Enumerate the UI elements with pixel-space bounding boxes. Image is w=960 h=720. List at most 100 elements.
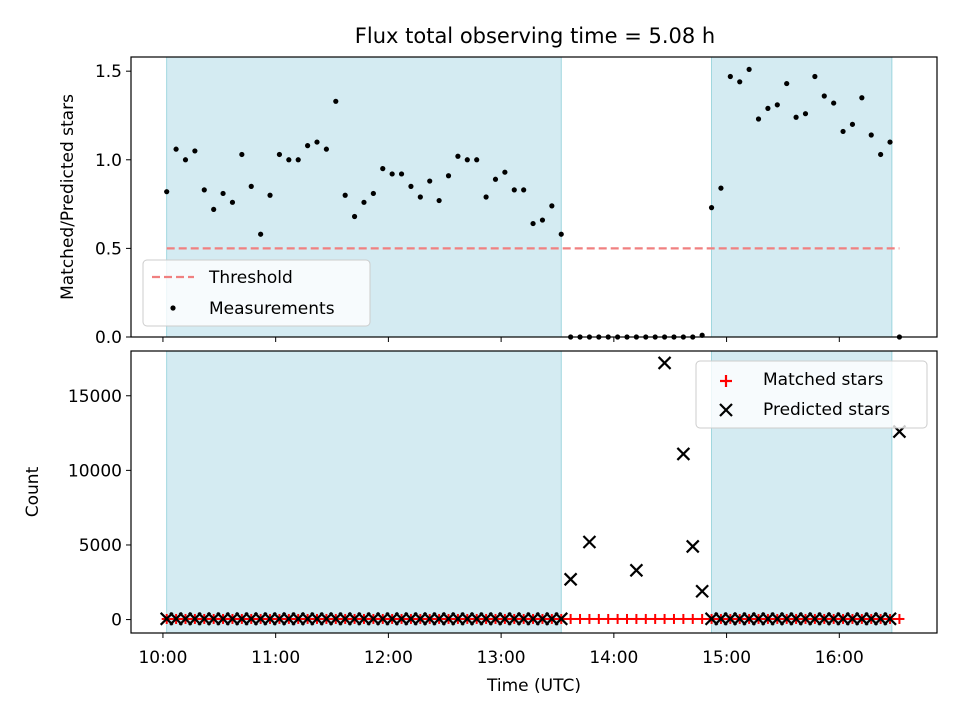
legend-threshold-label: Threshold: [208, 268, 293, 288]
x-tick-label: 10:00: [138, 648, 187, 668]
measurement-point: [727, 73, 733, 80]
bottom-y-axis-label: Count: [23, 466, 43, 517]
measurement-point: [239, 151, 245, 158]
measurement-point: [511, 187, 517, 193]
measurement-point: [793, 114, 799, 120]
predicted-star-marker: [676, 447, 691, 461]
measurement-point: [201, 187, 207, 193]
measurement-point: [267, 192, 273, 198]
measurement-point: [389, 171, 395, 177]
measurement-point: [464, 157, 470, 163]
measurement-point: [248, 183, 254, 189]
measurement-point: [351, 213, 358, 220]
matched-star-marker: [678, 613, 689, 624]
top-y-axis-label: Matched/Predicted stars: [58, 94, 78, 300]
x-axis-label: Time (UTC): [486, 676, 581, 696]
measurement-point: [492, 176, 499, 182]
matched-star-marker: [612, 613, 623, 624]
measurement-point: [774, 102, 780, 108]
top-y-tick-label: 1.0: [95, 151, 122, 171]
legend-matched-label: Matched stars: [763, 370, 883, 390]
measurement-point: [211, 206, 217, 213]
measurement-point: [408, 183, 414, 189]
measurement-point: [868, 132, 874, 138]
measurement-point: [737, 79, 743, 85]
measurement-point: [530, 220, 536, 227]
measurement-point: [539, 217, 546, 223]
measurement-point: [887, 139, 893, 145]
x-tick-label: 15:00: [702, 648, 751, 668]
measurement-point: [361, 199, 367, 205]
top-axes-frame: [130, 56, 938, 338]
top-shaded-interval: [711, 56, 893, 338]
x-tick-label: 14:00: [589, 648, 638, 668]
measurement-point: [849, 121, 856, 127]
measurement-point: [746, 66, 752, 73]
measurement-point: [258, 231, 264, 237]
predicted-star-marker: [629, 563, 644, 578]
measurement-point: [483, 194, 489, 200]
top-y-tick-label: 1.5: [95, 62, 122, 82]
bottom-y-tick-label: 15000: [68, 387, 122, 407]
x-tick-label: 13:00: [477, 648, 526, 668]
measurement-point: [831, 100, 837, 106]
measurement-point: [436, 197, 442, 204]
predicted-star-marker: [695, 584, 709, 599]
measurement-point: [229, 199, 236, 205]
measurement-point: [370, 190, 376, 197]
measurement-point: [474, 157, 480, 163]
matched-star-marker: [584, 613, 595, 624]
measurement-point: [840, 128, 846, 135]
bottom-axes-frame: [130, 350, 938, 634]
measurement-point: [192, 148, 198, 154]
measurement-point: [802, 111, 809, 117]
measurement-point: [380, 166, 386, 172]
measurement-point: [821, 93, 827, 99]
measurement-point: [755, 116, 762, 122]
matched-star-marker: [575, 613, 586, 624]
matched-star-marker: [622, 613, 632, 624]
measurement-point: [333, 98, 339, 104]
measurement-point: [765, 105, 771, 111]
bottom-y-tick-label: 5000: [79, 536, 122, 556]
measurement-point: [558, 231, 564, 237]
top-y-tick-label: 0.0: [95, 328, 122, 348]
measurement-point: [521, 187, 527, 193]
measurement-point: [502, 169, 508, 175]
measurement-point: [708, 205, 715, 211]
measurement-point: [323, 146, 329, 152]
bottom-y-tick-label: 10000: [68, 461, 122, 481]
matched-star-marker: [565, 613, 576, 624]
matched-star-marker: [650, 613, 661, 624]
legend-measurements-label: Measurements: [209, 299, 335, 319]
legend-measurements-swatch: [170, 305, 176, 311]
measurement-point: [342, 192, 348, 198]
measurement-point: [182, 157, 189, 163]
x-tick-label: 11:00: [251, 648, 300, 668]
predicted-star-marker: [554, 612, 569, 626]
measurement-point: [718, 185, 724, 191]
measurement-point: [878, 151, 884, 158]
measurement-point: [398, 171, 405, 177]
measurement-point: [427, 178, 433, 184]
legend-predicted-label: Predicted stars: [763, 400, 890, 420]
predicted-star-marker: [883, 612, 897, 626]
measurement-point: [295, 157, 301, 163]
matched-star-marker: [593, 613, 604, 624]
matched-star-marker: [894, 613, 905, 624]
measurement-point: [859, 95, 865, 101]
matched-star-marker: [697, 613, 708, 624]
measurement-point: [784, 80, 790, 87]
legend-matched-swatch: [720, 375, 732, 387]
predicted-star-marker: [563, 572, 578, 587]
measurement-point: [417, 194, 423, 200]
x-tick-label: 16:00: [815, 648, 864, 668]
measurement-point: [455, 153, 461, 159]
bottom-legend: Matched stars Predicted stars: [695, 360, 928, 429]
measurement-point: [812, 73, 818, 80]
matched-star-marker: [687, 613, 698, 624]
predicted-star-marker: [657, 356, 672, 370]
measurement-point: [164, 189, 170, 195]
measurement-point: [549, 203, 555, 209]
